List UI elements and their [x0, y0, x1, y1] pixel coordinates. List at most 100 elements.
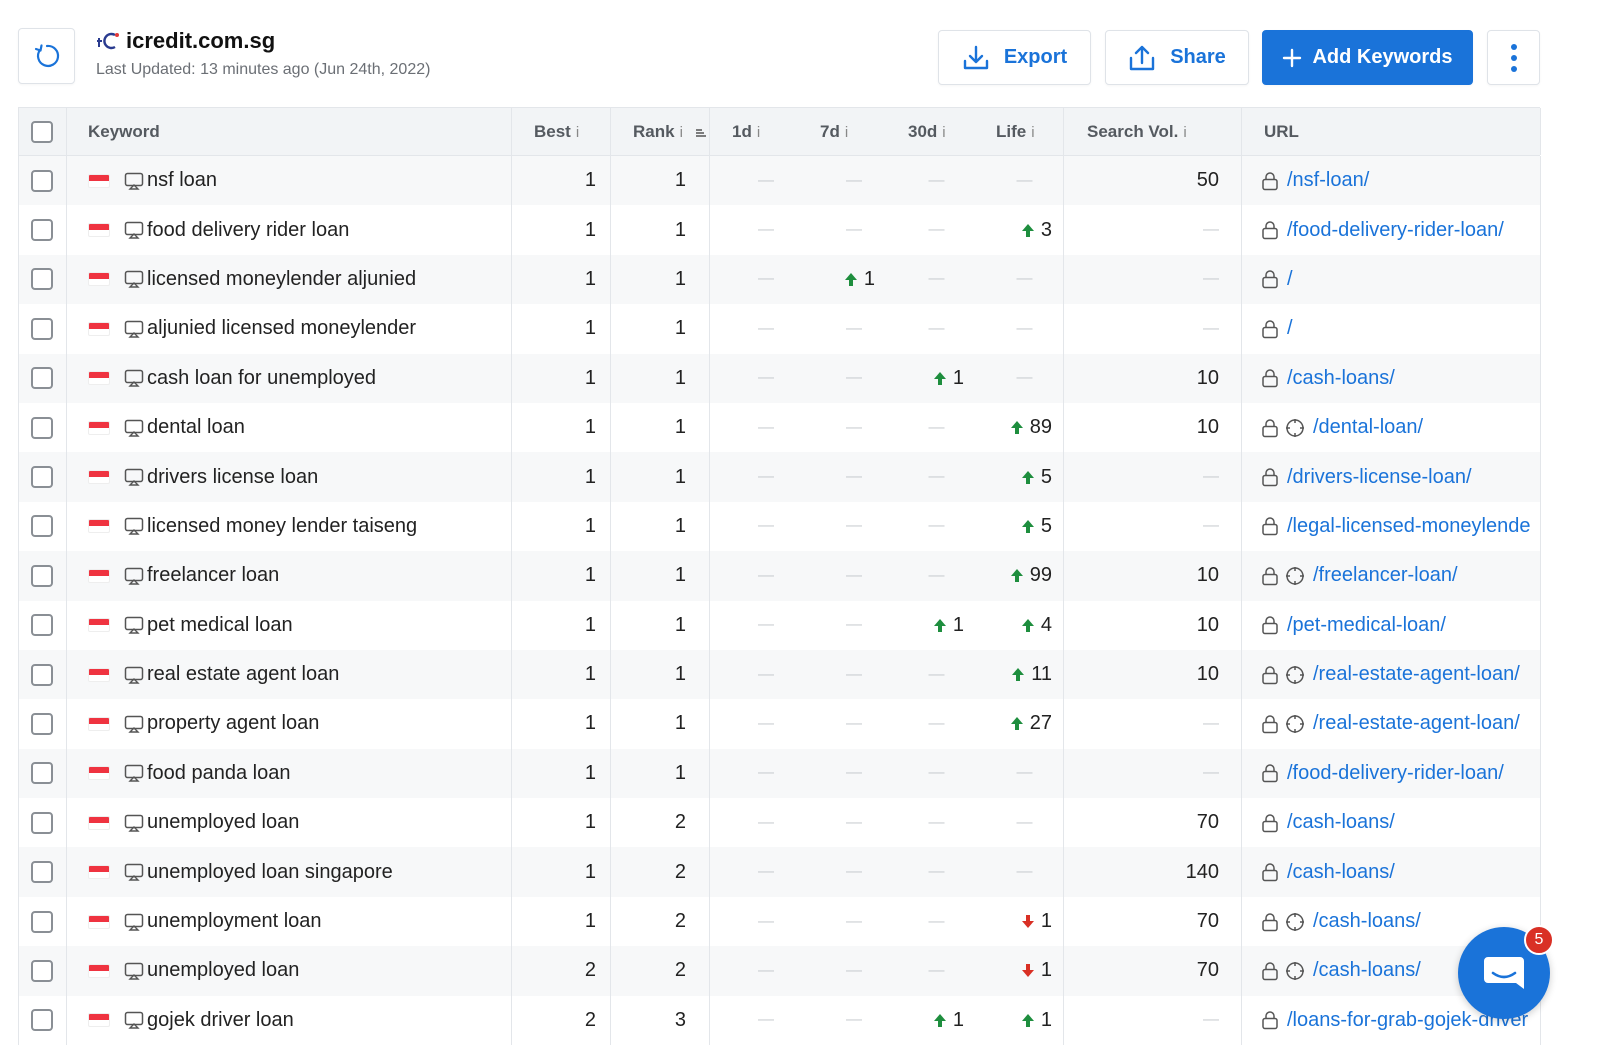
column-header-url[interactable]: URL — [1264, 122, 1299, 141]
table-row[interactable]: real estate agent loan 1 1— — —11 10/real-est… — [19, 649, 1541, 700]
url-link[interactable]: /legal-licensed-moneylende — [1287, 514, 1531, 537]
plus-icon — [1283, 48, 1302, 67]
column-header-life[interactable]: Life i — [996, 122, 1035, 141]
table-row[interactable]: food panda loan 1 1 — — — — — /food-delivery-rid… — [19, 748, 1541, 799]
row-checkbox[interactable] — [31, 515, 53, 538]
table-row[interactable]: dental loan 1 1 — — — 89 10/dental-loan/ — [19, 402, 1541, 453]
support-chat-button[interactable]: 5 — [1458, 925, 1554, 1019]
row-checkbox[interactable] — [31, 712, 53, 735]
table-row[interactable]: freelancer loan 1 1 — — — 99 10/freelancer-loan… — [19, 551, 1541, 601]
url-link[interactable]: /pet-medical-loan/ — [1287, 613, 1446, 636]
info-icon[interactable]: i — [575, 124, 580, 141]
column-header-30d[interactable]: 30d i — [908, 122, 946, 141]
keyword-text[interactable]: unemployed loan — [147, 811, 300, 834]
url-link[interactable]: /cash-loans/ — [1287, 811, 1395, 834]
row-checkbox[interactable] — [31, 416, 53, 439]
row-checkbox[interactable] — [31, 367, 53, 390]
row-checkbox[interactable] — [31, 811, 53, 834]
url-link[interactable]: /cash-loans/ — [1313, 910, 1421, 933]
table-row[interactable]: food delivery rider loan 1 1 — — — 3 — /food-del… — [19, 205, 1541, 255]
url-link[interactable]: /real-estate-agent-loan/ — [1313, 663, 1520, 686]
keyword-text[interactable]: dental loan — [147, 416, 245, 439]
row-checkbox[interactable] — [31, 466, 53, 489]
keyword-text[interactable]: aljunied licensed moneylender — [147, 317, 417, 340]
url-link[interactable]: /loans-for-grab-gojek-driver — [1287, 1008, 1529, 1031]
row-checkbox[interactable] — [31, 219, 53, 242]
keyword-text[interactable]: freelancer loan — [147, 564, 280, 587]
keyword-text[interactable]: real estate agent loan — [147, 663, 340, 686]
table-row[interactable]: aljunied licensed moneylender 1 1 — — — — — / — [19, 304, 1541, 354]
share-button[interactable]: Share — [1105, 30, 1249, 85]
info-icon[interactable]: i — [1183, 124, 1187, 141]
url-link[interactable]: /nsf-loan/ — [1287, 169, 1370, 192]
keyword-text[interactable]: unemployed loan singapore — [147, 860, 393, 883]
keyword-text[interactable]: licensed money lender taiseng — [147, 514, 418, 537]
keyword-text[interactable]: drivers license loan — [147, 465, 319, 488]
row-checkbox[interactable] — [31, 861, 53, 884]
column-header-search-vol[interactable]: Search Vol. i — [1087, 122, 1187, 141]
keyword-text[interactable]: food panda loan — [147, 761, 291, 784]
row-checkbox[interactable] — [31, 169, 53, 192]
row-checkbox[interactable] — [31, 910, 53, 933]
column-header-best[interactable]: Best i — [534, 122, 580, 141]
url-link[interactable]: /food-delivery-rider-loan/ — [1287, 761, 1504, 784]
table-row[interactable]: nsf loan 1 1 — — — — 50/nsf-loan/ — [19, 156, 1541, 206]
table-row[interactable]: unemployed loan singapore 1 2 — — — — 140/cash-… — [19, 847, 1541, 897]
info-icon[interactable]: i — [844, 124, 849, 141]
table-row[interactable]: licensed money lender taiseng 1 1 — — — 5 — /leg… — [19, 501, 1541, 552]
table-row[interactable]: licensed moneylender aljunied 1 1 — 1 — — — / — [19, 254, 1541, 305]
sort-icon[interactable] — [694, 126, 708, 140]
info-icon[interactable]: i — [679, 124, 683, 141]
info-icon[interactable]: i — [1031, 124, 1035, 141]
row-checkbox[interactable] — [31, 614, 53, 637]
url-link[interactable]: /cash-loans/ — [1313, 959, 1421, 982]
keyword-text[interactable]: pet medical loan — [147, 613, 293, 636]
row-checkbox[interactable] — [31, 317, 53, 340]
row-checkbox[interactable] — [31, 564, 53, 587]
table-row[interactable]: unemployment loan 1 2 — — — 1 70/cash-loans/ — [19, 896, 1541, 947]
url-link[interactable]: /freelancer-loan/ — [1313, 564, 1458, 587]
select-all-checkbox[interactable] — [31, 120, 53, 143]
column-header-7d[interactable]: 7d i — [820, 122, 849, 141]
keyword-text[interactable]: cash loan for unemployed — [147, 366, 377, 389]
row-checkbox[interactable] — [31, 268, 53, 291]
keyword-text[interactable]: food delivery rider loan — [147, 218, 350, 241]
row-checkbox[interactable] — [31, 959, 53, 982]
keyword-text[interactable]: nsf loan — [147, 169, 218, 192]
keyword-text[interactable]: unemployment loan — [147, 910, 322, 933]
info-icon[interactable]: i — [756, 124, 761, 141]
row-checkbox[interactable] — [31, 1009, 53, 1032]
column-header-1d[interactable]: 1d i — [732, 122, 761, 141]
column-header-rank[interactable]: Rank i — [633, 108, 708, 156]
url-link[interactable]: /drivers-license-loan/ — [1287, 465, 1472, 488]
url-link[interactable]: /food-delivery-rider-loan/ — [1287, 218, 1504, 241]
table-row[interactable]: gojek driver loan 2 3 — — 1 1 — /loans-for-grab-… — [19, 995, 1541, 1046]
table-row[interactable]: drivers license loan 1 1 — — — 5 — /drivers-lice… — [19, 452, 1541, 502]
keyword-text[interactable]: unemployed loan — [147, 959, 300, 982]
url-link[interactable]: /real-estate-agent-loan/ — [1313, 712, 1520, 735]
keyword-text[interactable]: gojek driver loan — [147, 1008, 294, 1031]
table-row[interactable]: unemployed loan 1 2 — — — — 70/cash-loans/ — [19, 798, 1541, 848]
column-header-keyword[interactable]: Keyword — [88, 122, 160, 141]
url-link[interactable]: / — [1287, 317, 1293, 340]
url-link[interactable]: /cash-loans/ — [1287, 366, 1395, 389]
export-label: Export — [1003, 46, 1068, 68]
url-link[interactable]: /dental-loan/ — [1313, 416, 1424, 439]
url-link[interactable]: / — [1287, 267, 1293, 290]
add-keywords-button[interactable]: Add Keywords — [1262, 30, 1473, 85]
keyword-text[interactable]: property agent loan — [147, 712, 320, 735]
more-options-button[interactable] — [1487, 30, 1540, 85]
refresh-button[interactable] — [18, 28, 75, 84]
info-icon[interactable]: i — [942, 124, 946, 141]
table-row[interactable]: cash loan for unemployed 1 1 — — 1 — 10/cash-lo… — [19, 353, 1541, 403]
export-button[interactable]: Export — [938, 30, 1091, 85]
best-rank: 1 — [584, 712, 596, 735]
keyword-text[interactable]: licensed moneylender aljunied — [147, 267, 417, 290]
table-row[interactable]: property agent loan 1 1 — — — 27 — /real-estate-… — [19, 699, 1541, 749]
row-checkbox[interactable] — [31, 663, 53, 686]
table-row[interactable]: unemployed loan 2 2 — — — 1 70/cash-loans/ — [19, 946, 1541, 996]
table-row[interactable]: pet medical loan 1 1 — — 1 4 10/pet-medical-loa… — [19, 600, 1541, 650]
search-volume: 10 — [1196, 564, 1219, 587]
url-link[interactable]: /cash-loans/ — [1287, 860, 1395, 883]
row-checkbox[interactable] — [31, 762, 53, 785]
